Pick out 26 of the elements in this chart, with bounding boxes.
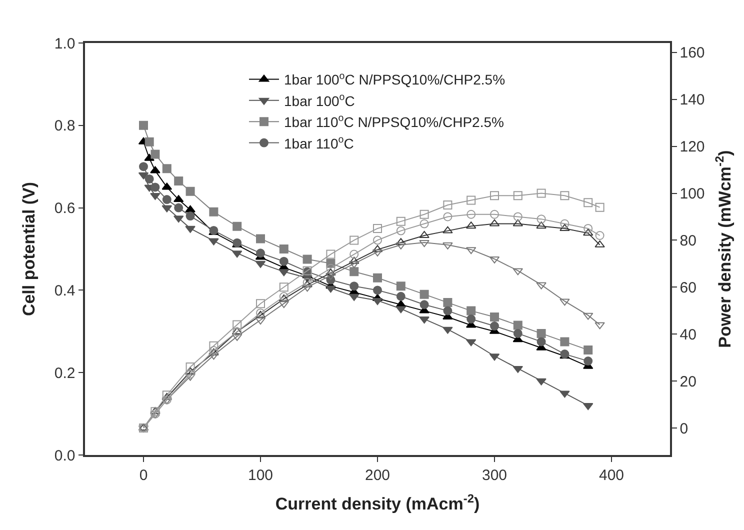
x-tick-label: 400 [598, 466, 624, 484]
legend-label: 1bar 110$^{o}$C N/PPSQ10%/CHP2.5% [284, 113, 504, 130]
y-tick-label: 0.8 [54, 118, 76, 135]
y2-tick-label: 0 [680, 420, 688, 438]
x-tick-label: 300 [482, 466, 508, 484]
y-tick-label: 0.6 [54, 200, 76, 218]
y2-tick-label: 40 [680, 326, 696, 344]
x-tick-label: 100 [248, 466, 274, 484]
y2-tick-label: 100 [680, 186, 705, 202]
x-tick-label: 0 [139, 466, 148, 484]
y-tick-label: 1.0 [54, 35, 76, 52]
y2-tick-label: 60 [680, 279, 696, 296]
y2-tick-label: 20 [680, 373, 696, 390]
x-axis-title: Current density (mAcm$^{-2}$) [275, 492, 480, 514]
legend-label: 1bar 100$^{o}$C [284, 92, 355, 109]
y2-tick-label: 140 [680, 92, 705, 109]
legend-label: 1bar 100$^{o}$C N/PPSQ10%/CHP2.5% [284, 70, 506, 88]
y2-tick-label: 120 [680, 138, 705, 156]
y2-tick-label: 80 [680, 232, 696, 250]
y-axis-title: Cell potential (V) [19, 182, 38, 316]
y2-tick-label: 160 [680, 44, 705, 62]
y-tick-label: 0.4 [54, 282, 76, 300]
y-tick-label: 0.0 [54, 447, 76, 464]
y-tick-label: 0.2 [54, 364, 76, 382]
legend-label: 1bar 110$^{o}$C [284, 134, 354, 152]
x-tick-label: 200 [364, 466, 390, 484]
